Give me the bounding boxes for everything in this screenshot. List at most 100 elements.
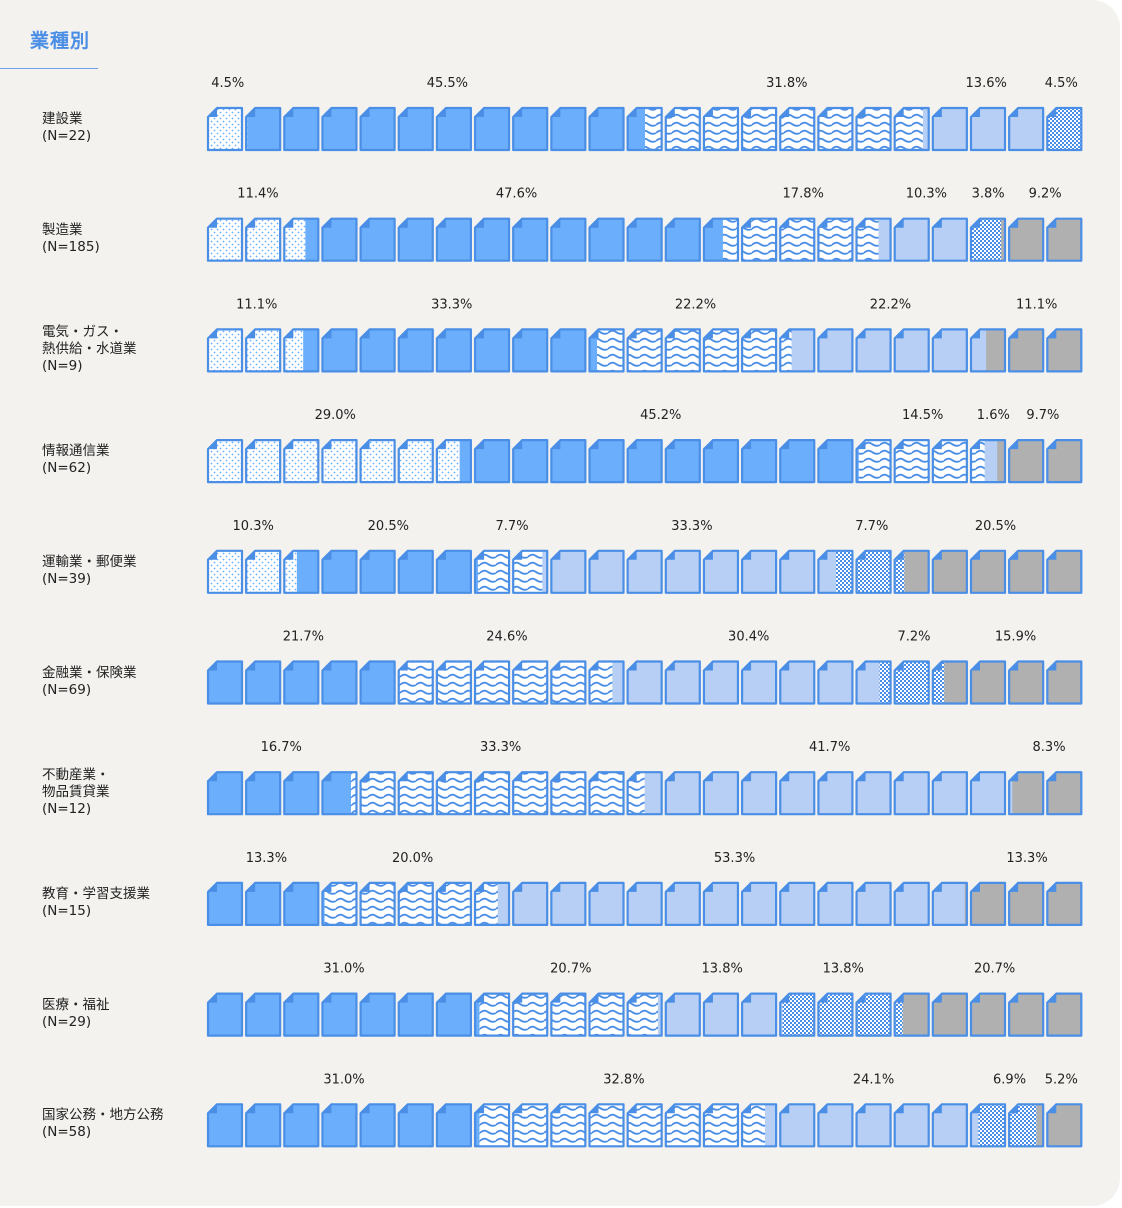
waffle-icon xyxy=(435,881,472,926)
icon-segment xyxy=(459,440,471,483)
waffle-row: 16.7% 33.3% 41.7% 8.3% xyxy=(206,740,1083,816)
value-label: 13.3% xyxy=(246,851,287,866)
waffle-icon xyxy=(931,549,968,594)
waffle-icon xyxy=(626,660,663,705)
waffle-icon xyxy=(664,217,701,262)
waffle-icon xyxy=(512,771,549,816)
value-label: 33.3% xyxy=(671,519,712,534)
value-label: 24.6% xyxy=(486,630,527,645)
waffle-icon xyxy=(741,881,778,926)
waffle-icon xyxy=(702,992,740,1037)
icon-segment xyxy=(879,661,891,704)
waffle-icon xyxy=(741,106,778,152)
value-label: 24.1% xyxy=(853,1072,894,1087)
waffle-icon xyxy=(626,106,663,152)
waffle-icon xyxy=(588,660,625,705)
waffle-icon xyxy=(779,217,816,262)
value-label: 13.6% xyxy=(966,76,1007,91)
waffle-icon xyxy=(283,881,320,926)
waffle-icon xyxy=(245,992,282,1037)
waffle-icon xyxy=(779,1103,816,1148)
icon-segment xyxy=(978,1104,1005,1147)
waffle-icon xyxy=(969,771,1007,816)
category-label: 金融業・保険業 (N=69) xyxy=(42,664,137,698)
waffle-icon xyxy=(626,992,663,1037)
value-label: 20.7% xyxy=(974,962,1015,977)
icon-segment xyxy=(984,440,998,483)
waffle-icon xyxy=(817,660,854,705)
waffle-icon xyxy=(435,328,472,373)
waffle-icon xyxy=(626,771,663,816)
category-label: 建設業 (N=22) xyxy=(42,111,92,144)
waffle-icon xyxy=(626,217,663,262)
waffle-icon xyxy=(893,660,930,705)
waffle-icon xyxy=(626,549,663,594)
waffle-icon xyxy=(1008,328,1045,373)
waffle-icon xyxy=(359,106,396,152)
waffle-icon xyxy=(1008,439,1045,484)
icon-segment xyxy=(479,1104,510,1147)
value-label: 20.0% xyxy=(392,851,433,866)
value-label: 41.7% xyxy=(809,740,850,755)
waffle-row: 10.3% 20.5% 7.7% 33.3% 7.7% 20.5% xyxy=(206,519,1083,594)
waffle-icon xyxy=(473,217,511,262)
waffle-icon xyxy=(588,106,625,152)
icon-segment xyxy=(1001,218,1005,261)
waffle-icon xyxy=(931,771,968,816)
waffle-icon xyxy=(779,660,816,705)
waffle-icon xyxy=(359,1103,396,1148)
waffle-icon xyxy=(931,660,968,705)
waffle-icon xyxy=(817,771,854,816)
waffle-icon xyxy=(550,439,587,484)
waffle-icon xyxy=(1046,328,1083,373)
waffle-icon xyxy=(702,106,740,152)
icon-segment xyxy=(971,440,986,483)
icon-segment xyxy=(932,661,945,704)
value-label: 31.8% xyxy=(766,76,807,91)
value-label: 6.9% xyxy=(993,1072,1026,1087)
waffle-row: 31.0% 32.8% 24.1% 6.9% 5.2% xyxy=(206,1072,1083,1148)
waffle-icon xyxy=(1046,660,1083,705)
icon-segment xyxy=(475,1104,480,1147)
icon-segment xyxy=(971,329,987,372)
waffle-icon xyxy=(245,771,282,816)
waffle-row: 11.4% 47.6% 17.8% 10.3% 3.8% 9.2% xyxy=(206,187,1083,262)
value-label: 31.0% xyxy=(323,1072,364,1087)
waffle-icon xyxy=(855,771,892,816)
waffle-icon xyxy=(1008,881,1045,926)
waffle-icon xyxy=(588,992,625,1037)
waffle-icon xyxy=(702,549,740,594)
waffle-icon xyxy=(550,881,587,926)
value-label: 17.8% xyxy=(783,187,824,202)
icon-segment xyxy=(971,1104,979,1147)
waffle-icon xyxy=(473,328,511,373)
value-label: 8.3% xyxy=(1033,740,1066,755)
value-label: 14.5% xyxy=(902,408,943,423)
waffle-icon xyxy=(855,439,892,484)
waffle-icon xyxy=(893,439,930,484)
waffle-icon xyxy=(893,217,930,262)
waffle-icon xyxy=(893,771,930,816)
value-label: 53.3% xyxy=(714,851,755,866)
value-label: 1.6% xyxy=(977,408,1010,423)
waffle-icon xyxy=(626,1103,663,1148)
waffle-icon xyxy=(321,881,358,926)
waffle-icon xyxy=(779,106,816,152)
icon-segment xyxy=(322,882,325,925)
icon-segment xyxy=(765,1104,777,1147)
waffle-icon xyxy=(206,439,244,484)
waffle-icon xyxy=(550,106,587,152)
waffle-icon xyxy=(550,1103,587,1148)
waffle-icon xyxy=(664,328,701,373)
waffle-icon xyxy=(588,881,625,926)
waffle-icon xyxy=(245,549,282,594)
waffle-icon xyxy=(359,992,396,1037)
value-label: 3.8% xyxy=(972,187,1005,202)
waffle-icon xyxy=(664,771,701,816)
waffle-icon xyxy=(779,328,816,373)
waffle-icon xyxy=(512,1103,549,1148)
waffle-icon xyxy=(931,217,968,262)
waffle-icon xyxy=(702,771,740,816)
icon-segment xyxy=(284,550,298,593)
icon-segment xyxy=(986,329,1005,372)
